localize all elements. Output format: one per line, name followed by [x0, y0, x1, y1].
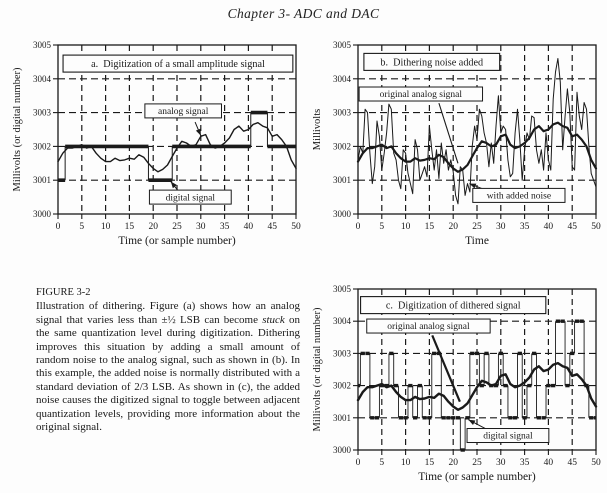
annotation-label: with added noise [487, 192, 551, 202]
y-tick-label: 3001 [333, 413, 351, 423]
gridlines [58, 45, 296, 214]
x-tick-label: 40 [544, 222, 554, 232]
x-tick-label: 20 [448, 458, 458, 468]
plot-title-box: c. Digitization of dithered signal [360, 296, 547, 315]
x-tick-label: 15 [425, 458, 435, 468]
annotation-digital-signal: digital signal [148, 181, 232, 205]
plot-area: 3000 3001 3002 3003 3004 3005 0 5 10 15 20 25 30 35 40… [312, 284, 601, 483]
y-tick-label: 3004 [333, 74, 352, 84]
x-tick-label: 15 [425, 222, 435, 232]
x-tick-label: 50 [291, 222, 301, 232]
page-title: Chapter 3- ADC and DAC [227, 6, 380, 21]
y-tick-label: 3003 [333, 348, 352, 358]
x-tick-label: 0 [56, 222, 61, 232]
x-tick-label: 10 [401, 458, 411, 468]
annotation-label: analog signal [158, 107, 209, 117]
chart-a-digitization-small-amplitude: 3000 3001 3002 3003 3004 3005 0 5 10 15 20 25 30 35 40… [12, 40, 301, 247]
y-tick-label: 3003 [33, 108, 52, 118]
plot-title: c. Digitization of dithered signal [386, 301, 521, 312]
y-axis-label: Millivolts (or digital number) [312, 307, 323, 431]
x-tick-label: 5 [379, 222, 384, 232]
x-tick-label: 50 [591, 222, 601, 232]
figure-caption-heading: FIGURE 3-2 [36, 287, 91, 298]
y-tick-label: 3005 [33, 40, 52, 50]
series-with-added-noise [357, 58, 597, 205]
x-tick-label: 30 [496, 458, 506, 468]
y-tick-label: 3004 [33, 74, 52, 84]
plot-title-box: a. Digitization of a small amplitude sig… [62, 54, 294, 73]
y-tick-label: 3001 [33, 175, 51, 185]
plot-title-box: b. Dithering noise added [363, 52, 501, 71]
figure-caption-body: Illustration of dithering. Figure (a) sh… [36, 300, 300, 434]
chart-c-digitization-dithered-signal: 3000 3001 3002 3003 3004 3005 0 5 10 15 20 25 30 35 40… [312, 284, 601, 483]
series-original-analog-signal [356, 121, 598, 173]
x-tick-label: 15 [125, 222, 135, 232]
series-digital-signal [358, 319, 596, 452]
annotation-analog-signal: analog signal [144, 103, 222, 136]
x-tick-label: 45 [267, 222, 277, 232]
annotation-digital-signal: digital signal [466, 419, 550, 444]
x-tick-label: 25 [472, 458, 482, 468]
x-tick-label: 40 [544, 458, 554, 468]
x-tick-label: 5 [79, 222, 84, 232]
annotation-label: digital signal [166, 193, 216, 203]
x-tick-label: 0 [356, 222, 361, 232]
plot-area: 3000 3001 3002 3003 3004 3005 0 5 10 15 20 25 30 35 40… [312, 40, 601, 247]
plot-title: b. Dithering noise added [380, 57, 483, 68]
x-axis-label: Time [465, 235, 489, 247]
x-tick-label: 25 [172, 222, 182, 232]
x-axis-label: Time (or sample number) [118, 235, 236, 247]
annotation-label: original analog signal [387, 322, 470, 332]
annotation-label: digital signal [483, 432, 533, 442]
plot-area: 3000 3001 3002 3003 3004 3005 0 5 10 15 20 25 30 35 40… [12, 40, 301, 247]
x-tick-label: 35 [520, 222, 530, 232]
chart-b-dithering-noise-added: 3000 3001 3002 3003 3004 3005 0 5 10 15 20 25 30 35 40… [312, 40, 601, 247]
y-tick-label: 3005 [333, 284, 352, 294]
x-tick-label: 25 [472, 222, 482, 232]
figure-caption: FIGURE 3-2 Illustration of dithering. Fi… [36, 286, 300, 434]
y-tick-label: 3000 [333, 445, 352, 455]
annotation-original-analog-signal: original analog signal [358, 86, 484, 164]
y-tick-label: 3002 [333, 381, 351, 391]
y-tick-label: 3003 [333, 108, 352, 118]
x-tick-label: 45 [567, 458, 577, 468]
axis-ticks: 3000 3001 3002 3003 3004 3005 0 5 10 15 20 25 30 35 40… [33, 40, 301, 232]
caption-text-after: on the same quantization level during di… [36, 313, 301, 434]
y-tick-label: 3000 [33, 209, 52, 219]
x-tick-label: 35 [520, 458, 530, 468]
y-tick-label: 3002 [33, 141, 51, 151]
x-tick-label: 50 [591, 458, 601, 468]
caption-text-before: Illustration of dithering. Figure (a) sh… [36, 300, 300, 326]
annotation-label: original analog signal [380, 90, 463, 100]
x-tick-label: 30 [496, 222, 506, 232]
x-tick-label: 30 [196, 222, 206, 232]
plot-title: a. Digitization of a small amplitude sig… [91, 59, 265, 70]
x-tick-label: 5 [379, 458, 384, 468]
y-tick-label: 3002 [333, 141, 351, 151]
axis-ticks: 3000 3001 3002 3003 3004 3005 0 5 10 15 20 25 30 35 40… [333, 284, 601, 468]
x-tick-label: 20 [448, 222, 458, 232]
axis-ticks: 3000 3001 3002 3003 3004 3005 0 5 10 15 20 25 30 35 40… [333, 40, 601, 232]
gridlines [358, 289, 596, 450]
x-axis-label: Time (or sample number) [418, 471, 536, 483]
x-tick-label: 10 [101, 222, 111, 232]
y-axis-label: Millivolts [312, 109, 323, 150]
x-tick-label: 10 [401, 222, 411, 232]
series-digital-signal [58, 110, 296, 182]
y-tick-label: 3005 [333, 40, 352, 50]
x-tick-label: 45 [567, 222, 577, 232]
y-axis-label: Millivolts (or digital number) [12, 67, 23, 191]
x-tick-label: 40 [244, 222, 254, 232]
caption-text-italic: stuck [262, 313, 285, 326]
x-tick-label: 0 [356, 458, 361, 468]
y-tick-label: 3000 [333, 209, 352, 219]
x-tick-label: 35 [220, 222, 230, 232]
annotation-with-added-noise: with added noise [469, 183, 566, 203]
y-tick-label: 3001 [333, 175, 351, 185]
annotation-original-analog-signal: original analog signal [366, 318, 491, 403]
y-tick-label: 3004 [333, 316, 352, 326]
series-original-analog-signal [356, 361, 598, 411]
x-tick-label: 20 [148, 222, 158, 232]
